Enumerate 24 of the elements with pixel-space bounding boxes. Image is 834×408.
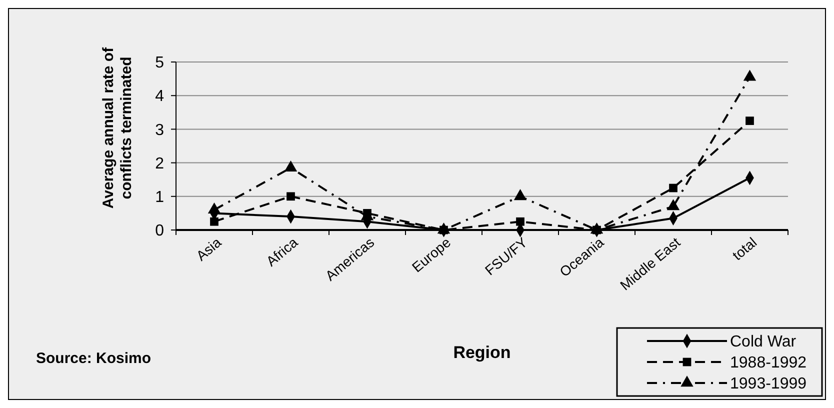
legend-label: 1988-1992: [730, 354, 807, 372]
y-tick-label: 3: [155, 122, 164, 139]
point: [666, 199, 680, 210]
y-tick-label: 0: [155, 222, 164, 240]
point: [516, 217, 524, 226]
source-note: Source: Kosimo: [36, 350, 152, 367]
point: [743, 70, 756, 81]
x-tick-label: Asia: [193, 234, 224, 264]
point: [208, 202, 221, 214]
y-axis-title: Average annual rate of conflicts terminated: [99, 46, 136, 211]
legend-label: 1993-1999: [730, 376, 807, 393]
point: [514, 189, 527, 200]
legend-label: Cold War: [730, 334, 797, 351]
x-axis-title: Region: [453, 343, 511, 362]
point: [210, 217, 218, 226]
x-tick-label: total: [729, 234, 760, 264]
y-tick-label: 2: [155, 155, 164, 172]
y-tick-label: 1: [155, 189, 164, 206]
point: [286, 192, 295, 201]
y-tick-label: 5: [155, 54, 164, 72]
point: [284, 160, 298, 172]
point: [746, 116, 754, 125]
point: [669, 184, 678, 192]
y-tick-label: 4: [155, 88, 164, 106]
